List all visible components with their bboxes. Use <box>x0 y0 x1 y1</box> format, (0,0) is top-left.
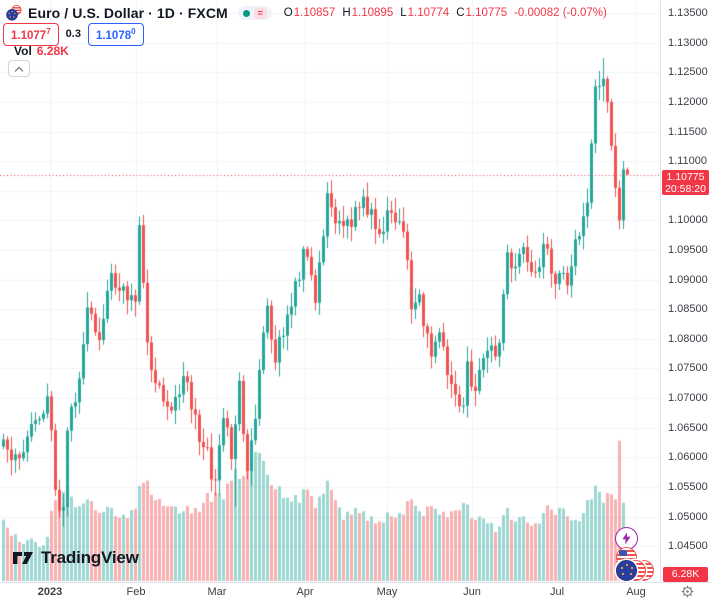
buy-ask-button[interactable]: 1.10780 <box>87 23 144 46</box>
time-axis[interactable]: 2023 Feb Mar Apr May Jun Jul Aug <box>0 582 710 600</box>
tradingview-mark-icon <box>13 552 33 564</box>
market-status-pill[interactable]: = <box>237 6 272 20</box>
price-chart-pane[interactable] <box>0 0 660 582</box>
lightning-bolt-icon <box>622 532 631 545</box>
price-tick-label: 1.10000 <box>668 214 708 227</box>
time-tick-label: Apr <box>296 586 314 598</box>
time-tick-label: 2023 <box>37 586 63 598</box>
low-key: L <box>400 7 407 19</box>
price-tick-label: 1.06000 <box>668 451 708 464</box>
time-tick-label: Mar <box>207 586 227 598</box>
collapse-legend-button[interactable] <box>8 60 30 77</box>
price-axis[interactable]: 1.10775 20:58:20 6.28K 1.13500 1.13000 1.1… <box>660 0 710 582</box>
low-value: 1.10774 <box>407 7 450 19</box>
high-key: H <box>342 7 351 19</box>
volume-study-legend: Vol 6.28K <box>14 44 69 58</box>
us-flag-canton <box>619 550 627 556</box>
ohlc-values: O 1.10857 H 1.10895 L 1.10774 C 1.10775 -0.0… <box>284 7 607 19</box>
symbol-title[interactable]: Euro / U.S. Dollar · 1D · FXCM <box>28 5 228 21</box>
chart-legend: Euro / U.S. Dollar · 1D · FXCM = O 1.1085… <box>6 5 607 21</box>
price-tick-label: 1.07000 <box>668 392 708 405</box>
price-tick-label: 1.11500 <box>668 125 707 138</box>
price-tick-label: 1.08500 <box>668 303 708 316</box>
time-tick-label: Jun <box>463 586 481 598</box>
price-tick-label: 1.04500 <box>668 540 708 553</box>
price-tick-label: 1.08000 <box>668 332 708 345</box>
eurusd-pair-icon <box>6 5 22 21</box>
price-tick-label: 1.09500 <box>668 244 708 257</box>
price-tick-label: 1.12500 <box>668 66 708 79</box>
volume-axis-badge: 6.28K <box>663 567 708 582</box>
volume-label: Vol <box>14 44 32 58</box>
time-tick-label: May <box>376 586 398 598</box>
volume-value: 6.28K <box>36 44 69 58</box>
current-price-value: 1.10775 <box>666 170 705 183</box>
market-open-dot-icon <box>242 9 250 17</box>
alert-icon: = <box>253 7 267 19</box>
high-value: 1.10895 <box>351 7 394 19</box>
eu-event-badge[interactable] <box>616 560 637 581</box>
tradingview-logo[interactable]: TradingView <box>12 548 139 568</box>
open-value: 1.10857 <box>293 7 336 19</box>
price-tick-label: 1.13500 <box>668 7 708 20</box>
current-price-badge: 1.10775 20:58:20 <box>662 169 709 195</box>
price-tick-label: 1.07500 <box>668 362 708 375</box>
chevron-up-icon <box>14 66 24 76</box>
close-key: C <box>456 7 465 19</box>
axis-settings-gear-icon[interactable] <box>680 584 695 599</box>
sell-bid-button[interactable]: 1.10777 <box>3 23 59 46</box>
economic-events-cluster <box>616 560 654 582</box>
spread-value: 0.3 <box>65 28 81 41</box>
open-key: O <box>283 7 293 19</box>
time-tick-label: Feb <box>126 586 146 598</box>
price-tick-label: 1.06500 <box>668 421 708 434</box>
price-tick-label: 1.05000 <box>668 510 708 523</box>
price-tick-label: 1.05500 <box>668 480 708 493</box>
price-tick-label: 1.09000 <box>668 273 708 286</box>
price-tick-label: 1.13000 <box>668 36 708 49</box>
time-tick-label: Aug <box>626 586 646 598</box>
close-value: 1.10775 <box>465 7 508 19</box>
tradingview-wordmark: TradingView <box>41 548 139 567</box>
bar-countdown: 20:58:20 <box>665 182 706 195</box>
time-tick-label: Jul <box>549 586 565 598</box>
price-tick-label: 1.12000 <box>668 95 708 108</box>
change-value: -0.00082 (-0.07%) <box>514 7 607 19</box>
price-tick-label: 1.11000 <box>668 155 707 168</box>
bid-ask-row: 1.10777 0.3 1.10780 <box>3 23 144 46</box>
